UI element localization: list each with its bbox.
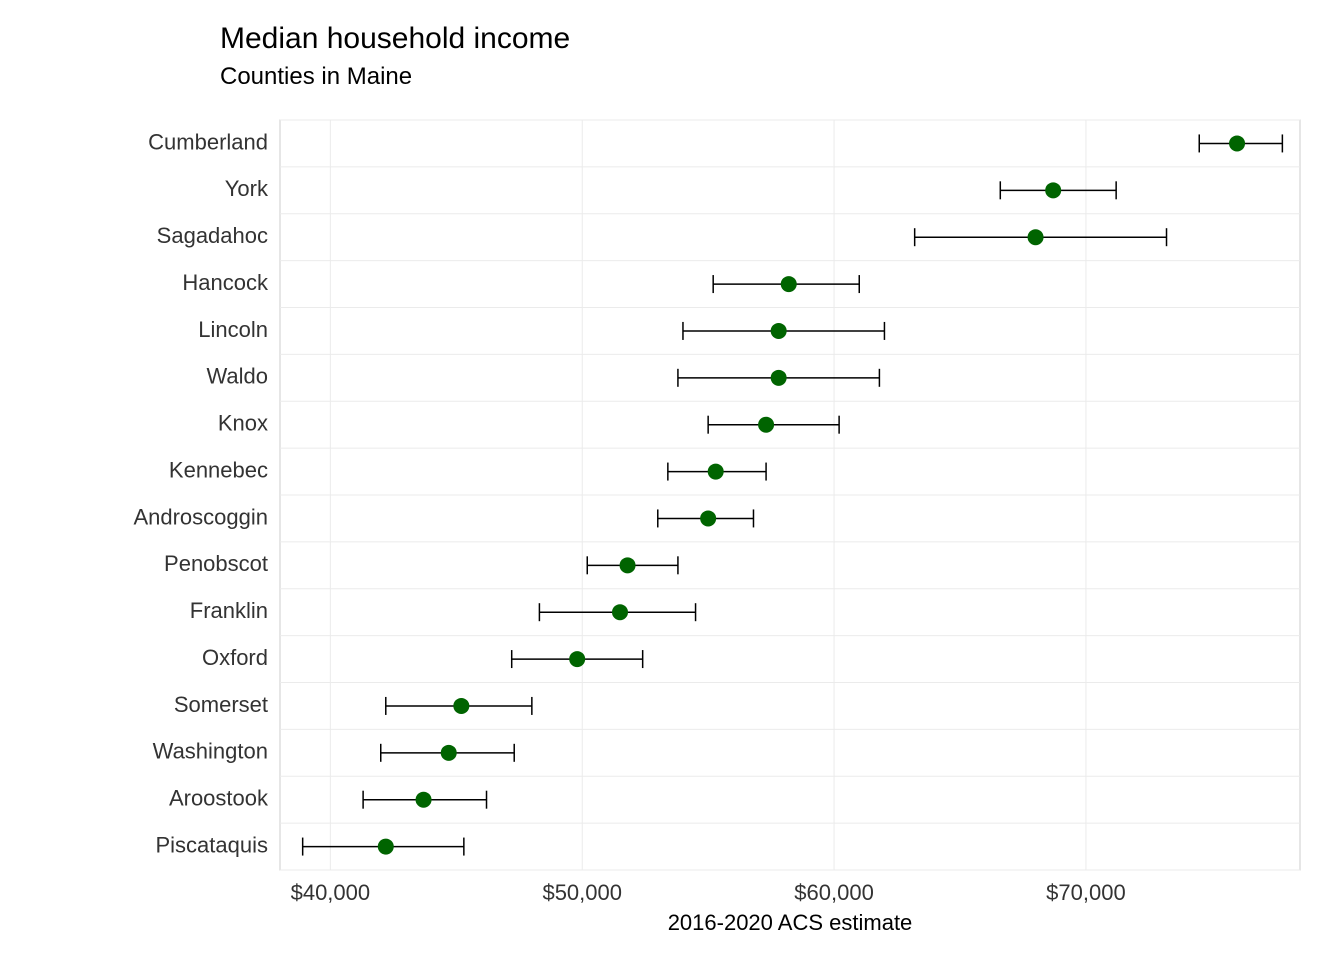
y-tick-label: York — [225, 176, 269, 201]
point-estimate — [569, 651, 585, 667]
point-estimate — [612, 604, 628, 620]
point-estimate — [771, 370, 787, 386]
point-estimate — [1045, 182, 1061, 198]
chart-container: Median household income Counties in Maine… — [0, 0, 1344, 960]
chart-title: Median household income — [220, 22, 570, 55]
point-estimate — [1028, 229, 1044, 245]
point-estimate — [771, 323, 787, 339]
y-tick-label: Sagadahoc — [157, 223, 268, 248]
y-tick-label: Washington — [153, 739, 268, 764]
y-tick-label: Oxford — [202, 645, 268, 670]
point-estimate — [700, 510, 716, 526]
y-tick-label: Knox — [218, 411, 268, 436]
chart-subtitle: Counties in Maine — [220, 63, 412, 90]
x-tick-label: $50,000 — [542, 880, 622, 905]
x-axis-label: 2016-2020 ACS estimate — [668, 910, 913, 935]
point-estimate — [378, 839, 394, 855]
y-tick-label: Lincoln — [198, 317, 268, 342]
y-tick-label: Franklin — [190, 598, 268, 623]
x-tick-label: $70,000 — [1046, 880, 1126, 905]
point-estimate — [758, 417, 774, 433]
chart-svg: Median household income Counties in Maine… — [0, 0, 1344, 960]
y-tick-label: Cumberland — [148, 129, 268, 154]
y-tick-label: Kennebec — [169, 457, 268, 482]
y-tick-label: Hancock — [182, 270, 269, 295]
point-estimate — [708, 464, 724, 480]
y-tick-label: Somerset — [174, 692, 268, 717]
y-tick-label: Piscataquis — [155, 832, 268, 857]
point-estimate — [1229, 135, 1245, 151]
point-estimate — [620, 557, 636, 573]
y-tick-label: Aroostook — [169, 786, 269, 811]
y-tick-label: Waldo — [206, 364, 268, 389]
point-estimate — [416, 792, 432, 808]
point-estimate — [453, 698, 469, 714]
point-estimate — [781, 276, 797, 292]
point-estimate — [441, 745, 457, 761]
x-tick-label: $40,000 — [291, 880, 371, 905]
y-tick-label: Androscoggin — [133, 504, 268, 529]
y-tick-label: Penobscot — [164, 551, 268, 576]
x-tick-label: $60,000 — [794, 880, 874, 905]
